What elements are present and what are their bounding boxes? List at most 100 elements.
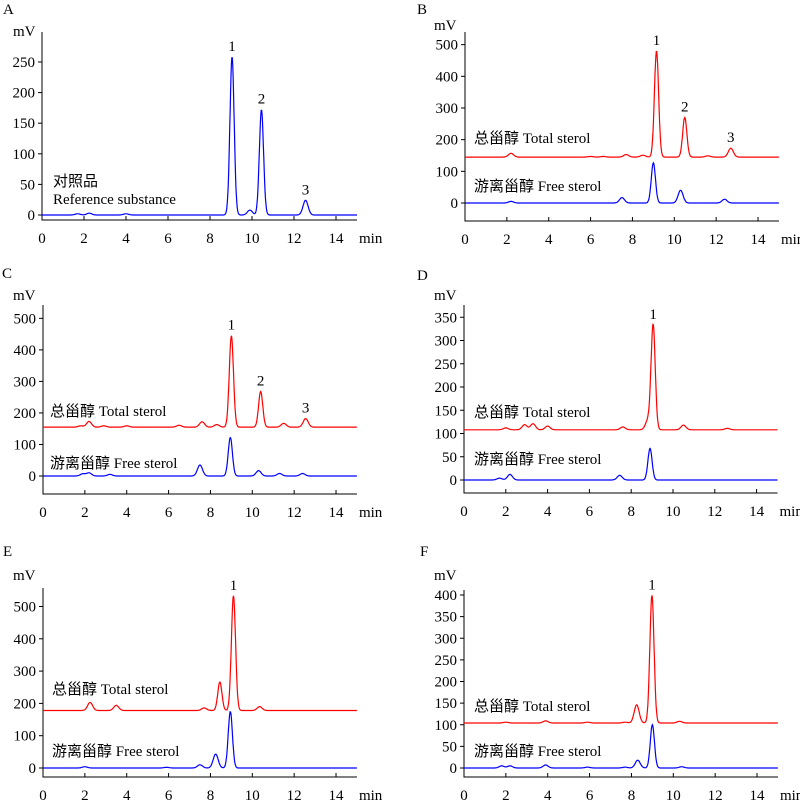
- peak-number-label: 1: [649, 307, 657, 323]
- y-tick-label: 300: [436, 101, 459, 117]
- x-tick-label: 12: [708, 788, 723, 804]
- x-tick-label: 8: [206, 231, 214, 247]
- x-tick-label: 10: [245, 788, 260, 804]
- x-tick-label: 0: [460, 504, 468, 520]
- y-tick-label: 200: [436, 133, 459, 149]
- peak-number-label: 3: [302, 401, 310, 417]
- y-tick-label: 0: [28, 208, 36, 224]
- y-tick-label: 100: [435, 718, 458, 734]
- trace-free-sterol: [43, 437, 357, 477]
- trace-total-sterol: [465, 50, 779, 158]
- x-tick-label: 12: [287, 505, 302, 521]
- trace-free-sterol: [465, 161, 779, 204]
- panel-label: D: [417, 268, 428, 284]
- x-tick-label: 10: [667, 232, 682, 248]
- y-tick-label: 250: [13, 55, 36, 71]
- x-tick-label: 6: [165, 788, 173, 804]
- trace-label: 游离甾醇 Free sterol: [474, 451, 601, 468]
- x-tick-label: 12: [287, 788, 302, 804]
- x-tick-label: 6: [165, 505, 173, 521]
- x-tick-label: 4: [545, 232, 553, 248]
- peak-number-label: 2: [258, 92, 266, 108]
- x-tick-label: 14: [751, 232, 767, 248]
- x-tick-label: 12: [707, 504, 722, 520]
- y-tick-label: 200: [14, 696, 37, 712]
- x-tick-label: 14: [329, 231, 345, 247]
- y-tick-label: 150: [435, 696, 458, 712]
- x-tick-label: 6: [587, 232, 595, 248]
- x-tick-label: 12: [287, 231, 302, 247]
- y-tick-label: 0: [450, 473, 458, 489]
- x-tick-label: 14: [749, 504, 765, 520]
- trace-label: 总甾醇 Total sterol: [52, 681, 168, 698]
- y-tick-label: 100: [14, 729, 37, 745]
- x-tick-label: 4: [544, 504, 552, 520]
- trace-free-sterol: [464, 723, 778, 769]
- x-tick-label: 6: [586, 788, 594, 804]
- y-tick-label: 400: [14, 343, 37, 359]
- y-tick-label: 150: [435, 403, 458, 419]
- y-tick-label: 300: [435, 631, 458, 647]
- x-tick-label: 0: [38, 231, 46, 247]
- y-tick-label: 350: [435, 610, 458, 626]
- y-tick-label: 50: [20, 177, 35, 193]
- x-tick-label: 12: [709, 232, 724, 248]
- x-tick-label: 0: [39, 788, 47, 804]
- x-tick-label: 2: [502, 788, 510, 804]
- y-tick-label: 100: [435, 427, 458, 443]
- y-axis-label: mV: [434, 18, 457, 34]
- y-tick-label: 350: [435, 310, 458, 326]
- x-tick-label: 4: [544, 788, 552, 804]
- y-tick-label: 100: [14, 437, 37, 453]
- x-tick-label: 0: [39, 505, 47, 521]
- y-tick-label: 400: [436, 69, 459, 85]
- panel-label: C: [2, 266, 12, 282]
- trace-label: 游离甾醇 Free sterol: [474, 178, 601, 195]
- x-tick-label: 0: [461, 232, 469, 248]
- y-tick-label: 300: [14, 664, 37, 680]
- y-tick-label: 0: [29, 469, 37, 485]
- trace-label: 总甾醇 Total sterol: [474, 130, 590, 147]
- y-axis-label: mV: [434, 568, 457, 584]
- trace-free-sterol: [42, 57, 357, 216]
- y-axis-label: mV: [13, 24, 36, 40]
- y-tick-label: 100: [436, 164, 459, 180]
- sample-annotation: Reference substance: [53, 192, 176, 208]
- x-tick-label: 2: [503, 232, 511, 248]
- trace-label: 游离甾醇 Free sterol: [474, 743, 601, 760]
- x-axis-label: min: [781, 232, 800, 248]
- x-axis-label: min: [780, 504, 800, 520]
- x-axis-label: min: [359, 505, 383, 521]
- y-tick-label: 50: [442, 739, 457, 755]
- x-tick-label: 6: [586, 504, 594, 520]
- y-tick-label: 50: [442, 450, 457, 466]
- y-tick-label: 250: [435, 653, 458, 669]
- y-tick-label: 0: [29, 761, 37, 777]
- sample-annotation: 对照品: [53, 173, 98, 190]
- trace-label: 总甾醇 Total sterol: [474, 404, 590, 421]
- x-tick-label: 2: [502, 504, 510, 520]
- x-tick-label: 8: [627, 504, 635, 520]
- x-tick-label: 0: [460, 788, 468, 804]
- y-axis-label: mV: [13, 568, 36, 584]
- x-axis-label: min: [359, 788, 383, 804]
- peak-number-label: 1: [230, 578, 238, 594]
- x-tick-label: 8: [207, 505, 215, 521]
- peak-number-label: 1: [228, 39, 236, 55]
- y-tick-label: 200: [435, 675, 458, 691]
- x-tick-label: 4: [123, 505, 131, 521]
- y-tick-label: 300: [435, 334, 458, 350]
- y-tick-label: 300: [14, 374, 37, 390]
- x-tick-label: 6: [164, 231, 172, 247]
- trace-free-sterol: [43, 711, 357, 769]
- y-tick-label: 500: [14, 600, 37, 616]
- y-tick-label: 200: [435, 380, 458, 396]
- x-axis-label: min: [359, 231, 383, 247]
- y-tick-label: 400: [435, 588, 458, 604]
- x-tick-label: 4: [122, 231, 130, 247]
- x-tick-label: 8: [207, 788, 215, 804]
- y-tick-label: 500: [14, 311, 37, 327]
